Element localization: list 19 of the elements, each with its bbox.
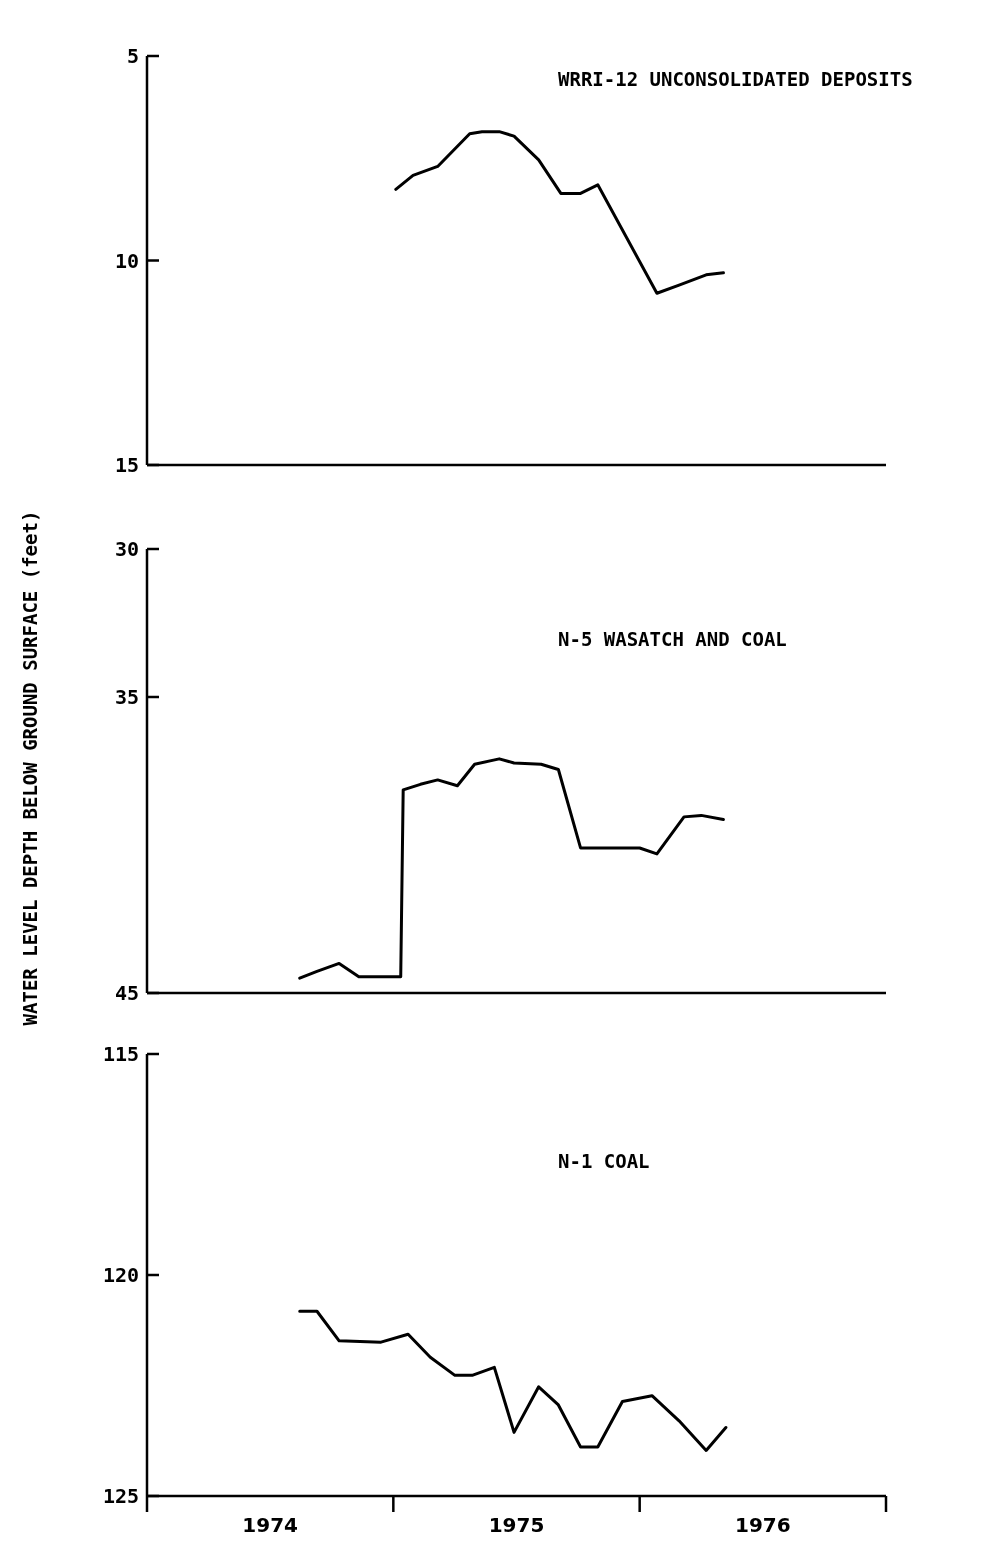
x-tick-label: 1976: [735, 1513, 791, 1537]
line-series: [298, 1309, 728, 1452]
x-tick-label: 1975: [488, 1513, 545, 1537]
x-tick-label: 1974: [242, 1513, 298, 1537]
y-tick-label: 115: [102, 1042, 139, 1066]
line-series: [298, 757, 725, 980]
annotation: N-1 COAL: [558, 1150, 650, 1172]
y-tick-label: 30: [114, 537, 139, 561]
y-tick-label: 10: [114, 248, 139, 273]
y-tick-label: 125: [102, 1484, 139, 1508]
y-tick-label: 120: [102, 1263, 139, 1287]
y-tick-label: 35: [114, 685, 139, 709]
y-axis-title: WATER LEVEL DEPTH BELOW GROUND SURFACE (feet): [19, 510, 41, 1026]
y-tick-label: 5: [126, 44, 139, 68]
annotation: WRRI-12 UNCONSOLIDATED DEPOSITS: [558, 68, 913, 90]
annotation: N-5 WASATCH AND COAL: [558, 628, 787, 650]
line-series: [394, 130, 725, 295]
y-tick-label: 15: [114, 453, 139, 477]
y-tick-label: 45: [114, 981, 139, 1005]
